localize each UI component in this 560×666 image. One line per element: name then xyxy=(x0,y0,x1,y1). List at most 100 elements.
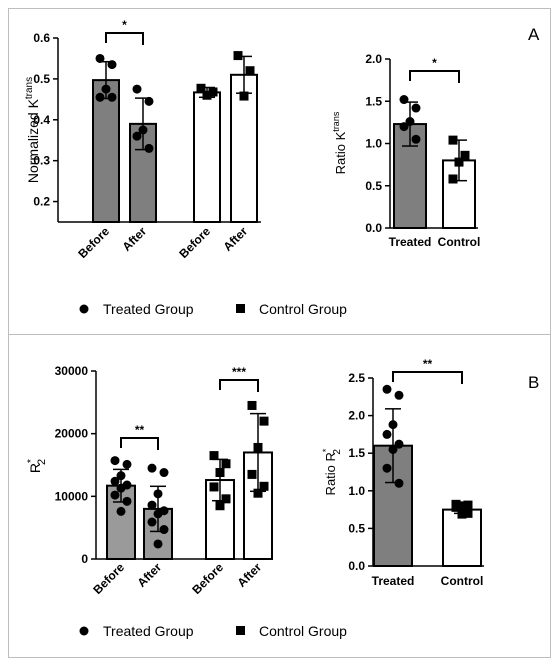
data-point xyxy=(233,51,243,61)
y-tick-label: 0.5 xyxy=(33,72,50,86)
data-point xyxy=(209,451,219,461)
y-axis-title: Ratio Ktrans xyxy=(331,111,348,174)
data-point xyxy=(215,501,225,511)
data-point xyxy=(147,500,157,510)
y-axis-title: Normalized Ktrans xyxy=(24,77,41,183)
data-point xyxy=(463,500,473,510)
y-tick-label: 0.3 xyxy=(33,154,50,168)
x-tick-label: Before xyxy=(90,560,127,597)
data-point xyxy=(209,482,219,492)
y-tick-label: 0.4 xyxy=(33,113,50,127)
data-point xyxy=(253,442,263,452)
data-point xyxy=(405,117,415,127)
x-tick-label: Before xyxy=(75,224,112,261)
legend-panel-b: Treated Group Control Group xyxy=(79,623,347,639)
y-tick-label: 0.0 xyxy=(365,221,382,235)
data-point xyxy=(388,444,398,454)
x-tick-label: Control xyxy=(438,235,481,249)
data-point xyxy=(110,476,120,486)
data-point xyxy=(221,459,231,469)
data-point xyxy=(457,509,467,519)
x-tick-label: Treated xyxy=(372,574,415,588)
x-tick-label: Treated xyxy=(389,235,432,249)
legend-control-label: Control Group xyxy=(259,301,347,317)
significance-bracket xyxy=(120,437,159,450)
bar-before-treated xyxy=(92,79,120,223)
significance-label: ** xyxy=(423,357,433,371)
legend-treated-label: Treated Group xyxy=(103,301,194,317)
significance-bracket xyxy=(409,70,460,83)
data-point xyxy=(259,481,269,491)
y-axis-title: Ratio R*2 xyxy=(321,448,343,495)
data-point xyxy=(382,384,392,394)
data-point xyxy=(153,489,163,499)
y-tick-label: 1.0 xyxy=(348,484,365,498)
y-tick-label: 2.0 xyxy=(348,409,365,423)
y-tick-label: 2.0 xyxy=(365,52,382,66)
data-point xyxy=(107,60,117,70)
panel-a-letter: A xyxy=(528,25,540,44)
data-point xyxy=(110,456,120,466)
y-tick-label: 0.0 xyxy=(348,559,365,573)
chart-a-right: 0.0 0.5 1.0 1.5 2.0 Treated Control * Ratio Ktra… xyxy=(331,52,480,249)
significance-bracket xyxy=(392,371,463,384)
data-point xyxy=(95,92,105,102)
y-tick-label: 0.5 xyxy=(365,179,382,193)
data-point xyxy=(110,490,120,500)
data-point xyxy=(247,400,257,410)
panel-b-letter: B xyxy=(528,373,539,392)
data-point xyxy=(147,463,157,473)
data-point xyxy=(394,390,404,400)
x-tick-label: After xyxy=(220,224,250,254)
data-point xyxy=(95,53,105,63)
significance-label: *** xyxy=(232,365,246,379)
x-tick-label: Before xyxy=(189,560,226,597)
chart-b-right: 0.0 0.5 1.0 1.5 2.0 2.5 Treated Control ** Ratio … xyxy=(321,357,484,588)
data-point xyxy=(132,84,142,94)
y-tick-label: 10000 xyxy=(55,489,89,503)
data-point xyxy=(394,478,404,488)
data-point xyxy=(399,95,409,105)
data-point xyxy=(448,174,458,184)
data-point xyxy=(122,459,132,469)
data-point xyxy=(245,66,255,76)
x-tick-label: Before xyxy=(176,224,213,261)
data-point xyxy=(202,90,212,100)
data-point xyxy=(196,83,206,93)
data-point xyxy=(116,483,126,493)
data-point xyxy=(239,91,249,101)
y-tick-label: 1.5 xyxy=(348,446,365,460)
legend-treated-marker xyxy=(79,304,89,314)
legend-control-marker xyxy=(236,626,245,635)
x-tick-label: After xyxy=(134,560,164,590)
data-point xyxy=(457,501,467,511)
significance-bracket xyxy=(219,379,259,392)
data-point xyxy=(399,122,409,132)
significance-label: * xyxy=(432,56,437,70)
panel-b-frame xyxy=(8,334,551,658)
data-point xyxy=(394,439,404,449)
legend-panel-a: Treated Group Control Group xyxy=(79,301,347,317)
data-point xyxy=(451,502,461,512)
legend-treated-label: Treated Group xyxy=(103,623,194,639)
legend-treated-marker xyxy=(79,626,89,636)
x-tick-label: Control xyxy=(441,574,484,588)
data-point xyxy=(382,429,392,439)
data-point xyxy=(132,131,142,141)
y-axis-title: R*2 xyxy=(26,459,48,473)
data-point xyxy=(144,143,154,153)
data-point xyxy=(107,92,117,102)
data-point xyxy=(448,135,458,145)
significance-bracket xyxy=(105,32,144,45)
data-point xyxy=(144,96,154,106)
y-tick-label: 1.0 xyxy=(365,137,382,151)
data-point xyxy=(247,469,257,479)
y-tick-label: 0.6 xyxy=(33,31,50,45)
data-point xyxy=(215,468,225,478)
data-point xyxy=(159,525,169,535)
data-point xyxy=(259,416,269,426)
y-tick-label: 0 xyxy=(81,552,88,566)
data-point xyxy=(382,463,392,473)
